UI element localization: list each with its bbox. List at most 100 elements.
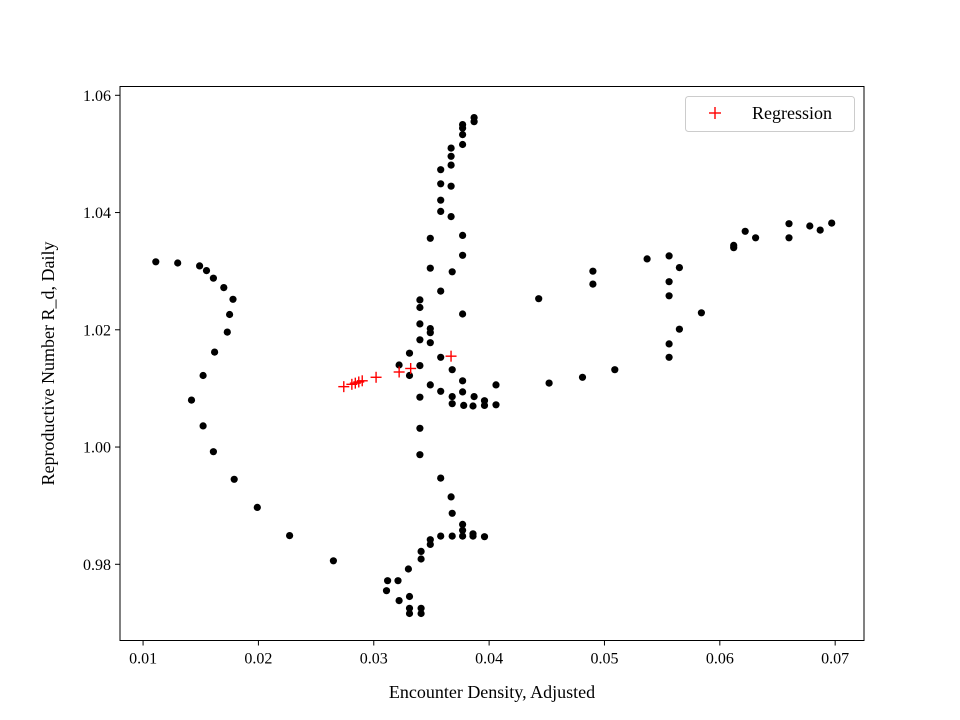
data-point — [199, 422, 207, 430]
data-point — [545, 379, 553, 387]
data-point — [426, 325, 434, 333]
data-point — [417, 547, 425, 556]
data-point — [589, 267, 597, 275]
data-point — [828, 219, 836, 227]
data-point — [199, 371, 207, 380]
legend-entry-regression: Regression — [752, 103, 832, 123]
data-point — [459, 310, 467, 318]
y-axis-label: Reproductive Number R_d, Daily — [38, 242, 58, 486]
data-point — [665, 292, 673, 300]
data-point — [447, 213, 455, 221]
data-point — [405, 604, 414, 612]
data-point — [416, 303, 424, 312]
x-axis-ticks: 0.01 0.02 0.03 0.04 0.05 0.06 0.07 — [129, 640, 849, 668]
data-point — [253, 503, 261, 511]
data-point — [437, 474, 445, 482]
data-point — [416, 393, 424, 401]
data-point — [448, 268, 456, 276]
data-point — [785, 234, 793, 242]
data-point — [416, 296, 424, 304]
x-tick-label: 0.07 — [821, 651, 849, 668]
regression-point — [356, 375, 368, 387]
data-point — [187, 396, 196, 404]
x-tick-label: 0.04 — [475, 651, 503, 668]
data-point — [417, 604, 425, 612]
data-point — [226, 310, 234, 319]
x-tick-label: 0.06 — [706, 651, 734, 668]
data-point — [329, 557, 337, 565]
data-point — [395, 361, 403, 369]
data-point — [447, 493, 455, 501]
data-point — [447, 152, 455, 160]
data-point — [426, 339, 434, 347]
data-point — [405, 609, 414, 618]
y-tick-label: 1.06 — [83, 88, 111, 105]
data-point — [730, 241, 738, 249]
data-point — [459, 377, 467, 385]
data-point — [202, 267, 211, 275]
data-point — [459, 251, 467, 259]
data-point — [384, 577, 392, 585]
data-point — [416, 362, 424, 370]
data-point — [469, 402, 477, 410]
data-point — [459, 388, 467, 396]
data-point — [230, 475, 238, 483]
regression-point — [393, 366, 405, 378]
data-point — [286, 532, 294, 540]
data-point — [447, 161, 455, 169]
data-point — [426, 264, 434, 272]
data-point — [209, 274, 217, 282]
data-point — [675, 264, 684, 272]
regression-point — [405, 362, 417, 374]
data-point — [394, 577, 402, 585]
data-point — [416, 451, 424, 459]
y-tick-label: 0.98 — [83, 557, 111, 574]
data-point — [665, 340, 673, 348]
data-point — [447, 182, 455, 190]
data-point — [459, 532, 467, 540]
data-point — [665, 252, 673, 260]
data-point — [437, 207, 445, 215]
data-point — [643, 255, 651, 263]
data-point — [816, 226, 824, 234]
data-point — [209, 448, 217, 456]
data-point — [460, 401, 468, 409]
data-point — [448, 509, 456, 517]
regression-point — [370, 371, 382, 383]
data-point — [470, 114, 478, 122]
data-point — [535, 295, 543, 303]
data-point — [152, 258, 160, 266]
data-point — [480, 397, 489, 405]
data-point — [426, 536, 434, 544]
x-tick-label: 0.05 — [590, 651, 618, 668]
regression-point — [445, 350, 457, 362]
data-point — [447, 144, 455, 152]
y-axis-ticks: 0.98 1.00 1.02 1.04 1.06 — [83, 88, 120, 574]
data-point — [448, 393, 456, 401]
data-point — [416, 320, 424, 328]
data-point — [223, 328, 231, 336]
data-point — [395, 597, 403, 605]
data-point — [448, 366, 456, 374]
data-point — [480, 533, 489, 541]
data-point — [470, 393, 478, 401]
data-point — [752, 234, 760, 242]
x-tick-label: 0.01 — [129, 651, 157, 668]
data-point — [211, 348, 219, 356]
x-tick-label: 0.02 — [244, 651, 272, 668]
data-point — [196, 262, 204, 270]
data-point — [437, 166, 445, 174]
data-point — [437, 387, 445, 395]
regression-points — [338, 350, 457, 393]
data-point — [404, 565, 412, 573]
data-point — [665, 278, 673, 286]
data-point — [426, 234, 434, 242]
data-point — [382, 587, 391, 595]
data-point — [405, 349, 414, 357]
data-point — [448, 400, 456, 408]
data-point — [578, 373, 587, 381]
data-point — [448, 532, 456, 540]
data-point — [611, 366, 619, 374]
x-axis-label: Encounter Density, Adjusted — [389, 682, 595, 702]
